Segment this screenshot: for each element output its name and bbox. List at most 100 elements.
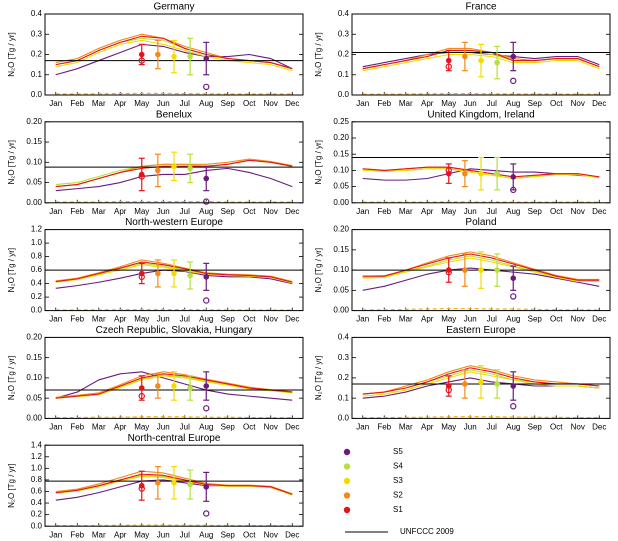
x-tick-label: May	[441, 99, 456, 108]
x-tick-label: Nov	[264, 315, 278, 324]
alt-estimate-point	[138, 273, 145, 281]
x-tick-label: Apr	[421, 423, 434, 432]
estimate-point	[462, 267, 468, 273]
dashed-line	[362, 92, 600, 95]
dashed-line	[362, 307, 600, 311]
y-tick-label: 1.2	[31, 225, 43, 234]
y-tick-label: 0.05	[26, 178, 42, 187]
y-tick-label: 0.15	[333, 245, 349, 254]
x-tick-label: Aug	[199, 99, 213, 108]
y-tick-label: 0.1	[338, 70, 350, 79]
x-tick-label: Jul	[180, 530, 190, 539]
estimate-point	[171, 270, 177, 277]
y-tick-label: 0.2	[31, 50, 43, 59]
y-tick-label: 0.20	[26, 117, 42, 126]
x-tick-label: Apr	[114, 423, 127, 432]
x-tick-label: Feb	[70, 530, 84, 539]
y-tick-label: 0.10	[333, 166, 349, 175]
x-tick-label: Aug	[199, 207, 213, 216]
legend-label: S3	[393, 476, 403, 485]
x-tick-label: Feb	[377, 207, 391, 216]
plot-frame	[44, 444, 304, 527]
estimate-point	[187, 53, 193, 60]
x-tick-label: Dec	[592, 315, 606, 324]
x-tick-label: Mar	[399, 315, 413, 324]
plot-frame	[44, 121, 304, 204]
x-tick-label: Feb	[70, 315, 84, 324]
x-tick-label: Jan	[49, 315, 62, 324]
y-tick-label: 0.6	[31, 487, 43, 496]
panel-title: North-western Europe	[125, 217, 223, 228]
y-axis-label: N₂O [Tg / yr]	[7, 140, 16, 184]
plot-frame	[44, 229, 304, 312]
estimate-point	[462, 170, 468, 177]
x-tick-label: Nov	[571, 207, 585, 216]
x-tick-label: Aug	[199, 423, 213, 432]
estimate-point	[187, 385, 193, 391]
estimate-point	[138, 51, 145, 58]
legend-marker	[343, 448, 351, 456]
x-tick-label: Jan	[49, 530, 62, 539]
x-tick-label: Oct	[550, 423, 563, 432]
x-tick-label: Dec	[285, 207, 299, 216]
x-tick-label: Jun	[464, 423, 477, 432]
x-tick-label: Jul	[487, 99, 497, 108]
legend-label: S2	[393, 491, 403, 500]
x-tick-label: Apr	[114, 530, 127, 539]
x-tick-label: Jun	[464, 315, 477, 324]
y-tick-label: 0.6	[31, 265, 43, 274]
y-axis-label: N₂O [Tg / yr]	[7, 463, 16, 507]
x-tick-label: May	[134, 423, 149, 432]
alt-estimate-point	[510, 403, 517, 410]
x-tick-label: Nov	[571, 99, 585, 108]
y-tick-label: 0.20	[26, 333, 42, 342]
y-tick-label: 0.15	[26, 353, 42, 362]
alt-estimate-point	[138, 485, 145, 492]
x-tick-label: Jun	[157, 530, 170, 539]
alt-estimate-point	[203, 198, 210, 205]
estimate-point	[203, 55, 210, 62]
y-tick-label: 1.0	[31, 238, 43, 247]
y-tick-label: 0.20	[333, 225, 349, 234]
y-tick-label: 0.0	[31, 521, 43, 530]
x-tick-label: Mar	[399, 207, 413, 216]
x-tick-label: Apr	[114, 315, 127, 324]
y-tick-label: 1.2	[31, 452, 43, 461]
x-tick-label: Mar	[92, 99, 106, 108]
x-tick-label: Dec	[285, 530, 299, 539]
plot-frame	[44, 13, 304, 96]
x-tick-label: Jul	[180, 315, 190, 324]
x-tick-label: Sep	[528, 423, 543, 432]
x-tick-label: Jun	[157, 423, 170, 432]
x-tick-label: Jul	[180, 207, 190, 216]
x-tick-label: Sep	[221, 99, 236, 108]
y-tick-label: 0.20	[333, 133, 349, 142]
x-tick-label: Jan	[356, 315, 369, 324]
x-tick-label: Oct	[243, 315, 256, 324]
x-tick-label: Jul	[180, 423, 190, 432]
y-tick-label: 0.2	[338, 373, 350, 382]
x-tick-label: Apr	[421, 315, 434, 324]
x-tick-label: Apr	[114, 207, 127, 216]
x-tick-label: Jun	[464, 207, 477, 216]
estimate-point	[478, 379, 484, 385]
x-tick-label: Mar	[92, 207, 106, 216]
legend-label: S4	[393, 462, 403, 471]
x-tick-label: Oct	[550, 207, 563, 216]
estimate-point	[171, 383, 177, 389]
alt-estimate-point	[510, 293, 517, 300]
dashed-line	[362, 415, 600, 419]
y-tick-label: 0.00	[333, 198, 349, 207]
x-tick-label: Jul	[487, 423, 497, 432]
x-tick-label: Dec	[592, 423, 606, 432]
estimate-point	[203, 175, 210, 182]
y-tick-label: 0.2	[338, 50, 350, 59]
estimate-point	[462, 381, 468, 387]
estimate-point	[203, 274, 210, 280]
y-tick-label: 0.8	[31, 252, 43, 261]
x-tick-label: Jan	[356, 207, 369, 216]
x-tick-label: Sep	[221, 315, 236, 324]
alt-estimate-point	[445, 268, 452, 276]
plot-frame	[44, 336, 304, 419]
estimate-point	[155, 167, 161, 174]
